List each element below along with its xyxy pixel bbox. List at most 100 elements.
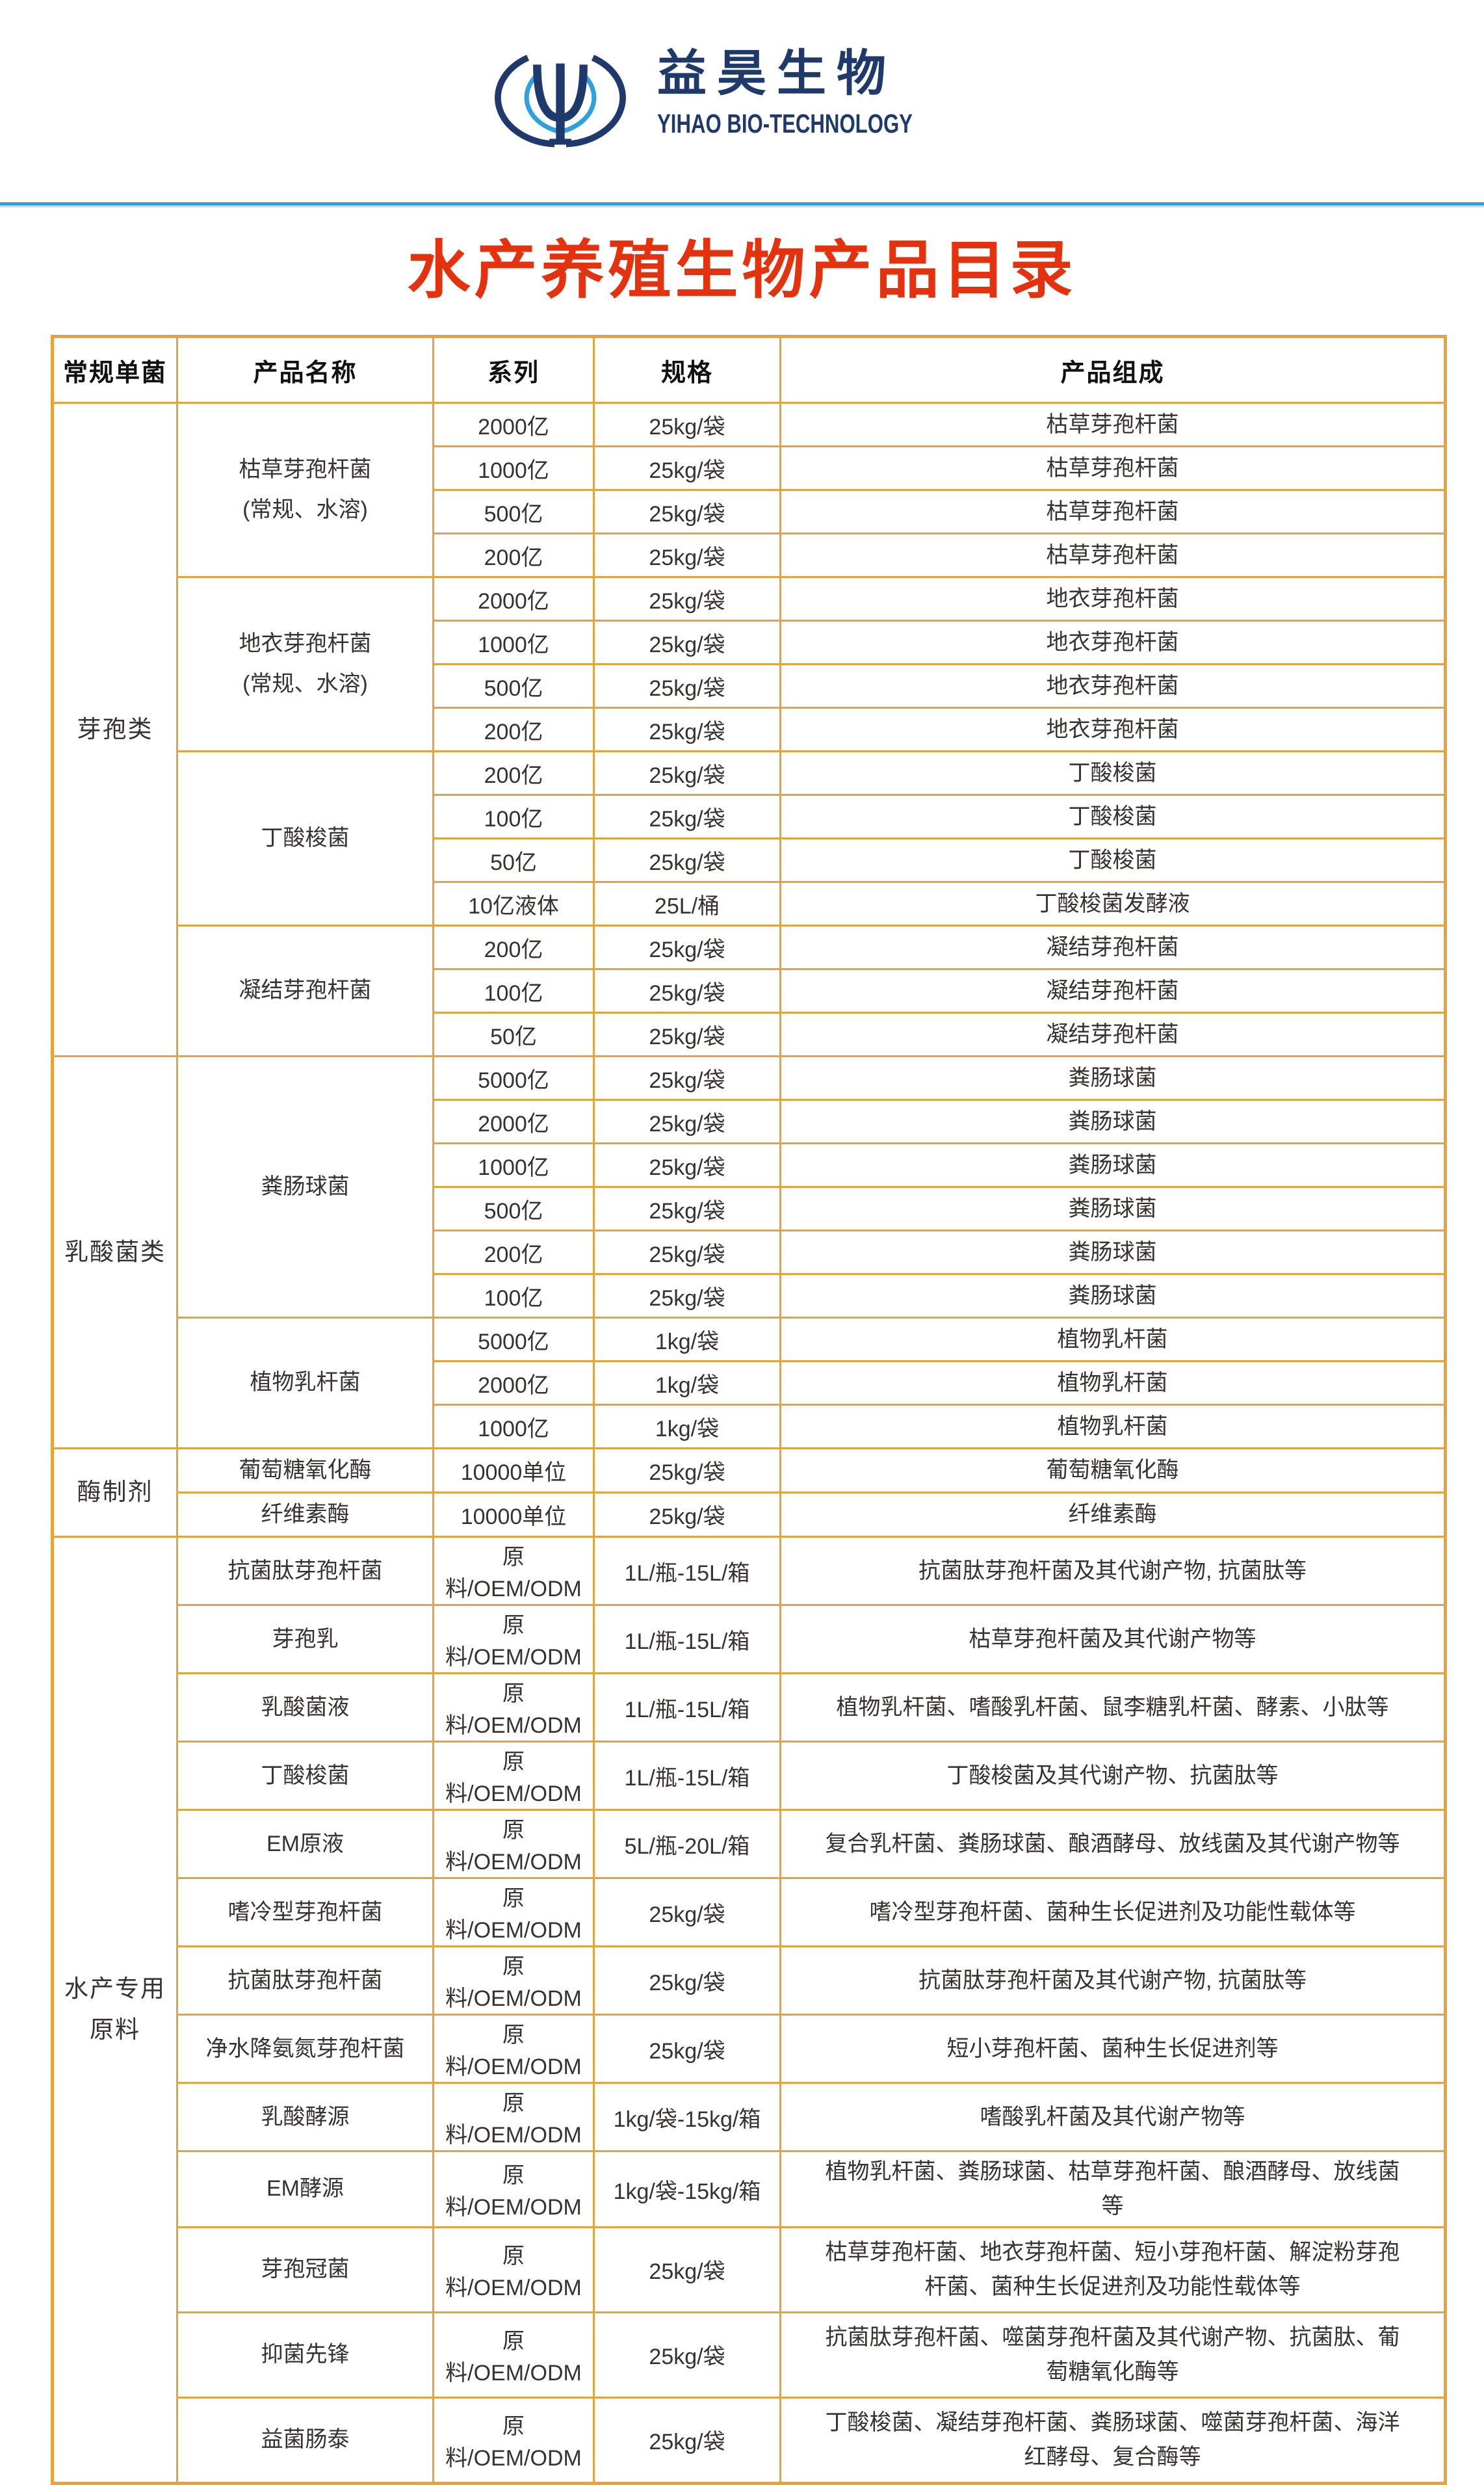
composition-cell: 植物乳杆菌 [779, 1317, 1446, 1362]
composition-cell: 枯草芽孢杆菌及其代谢产物等 [779, 1604, 1446, 1675]
table-row: 乳酸菌液 原料/OEM/ODM 1L/瓶-15L/箱 植物乳杆菌、嗜酸乳杆菌、鼠李糖乳… [53, 1672, 1446, 1743]
column-header: 常规单菌 [51, 335, 178, 404]
spec-cell: 25kg/袋 [593, 968, 781, 1014]
spec-cell: 25kg/袋 [593, 794, 781, 839]
composition-cell: 粪肠球菌 [779, 1099, 1446, 1144]
composition-cell: 植物乳杆菌 [779, 1360, 1446, 1406]
product-name-cell: 丁酸梭菌 [176, 1741, 434, 1811]
spec-cell: 1L/瓶-15L/箱 [593, 1672, 781, 1743]
product-name-cell: 抗菌肽芽孢杆菌 [176, 1945, 434, 2016]
header-row: 常规单菌 产品名称 系列 规格 产品组成 [51, 335, 1446, 404]
spec-cell: 1kg/袋-15kg/箱 [593, 2082, 781, 2153]
column-header: 产品组成 [779, 335, 1446, 404]
table-row: 水产专用 原料 抗菌肽芽孢杆菌 原料/OEM/ODM 1L/瓶-15L/箱 抗菌肽芽孢杆… [51, 1536, 1446, 2484]
spec-cell: 25kg/袋 [593, 2226, 781, 2313]
table-row: 抑菌先锋 原料/OEM/ODM 25kg/袋 抗菌肽芽孢杆菌、噬菌芽孢杆菌及其代谢产物… [53, 2311, 1446, 2399]
spec-cell: 1L/瓶-15L/箱 [593, 1741, 781, 1811]
table-row: 地衣芽孢杆菌 (常规、水溶) 2000亿 25kg/袋 地衣芽孢杆菌 [53, 576, 1446, 752]
table-row: EM原液 原料/OEM/ODM 5L/瓶-20L/箱 复合乳杆菌、粪肠球菌、酿酒酵母、… [53, 1809, 1446, 1880]
spec-cell: 25kg/袋 [593, 1877, 781, 1948]
series-cell: 1000亿 [432, 620, 595, 665]
series-cell: 100亿 [432, 1273, 595, 1319]
spec-cell: 25kg/袋 [593, 532, 781, 578]
header-divider-line [0, 202, 1484, 207]
series-cell: 200亿 [432, 750, 595, 796]
series-cell: 2000亿 [432, 1099, 595, 1144]
series-cell: 1000亿 [432, 1142, 595, 1188]
table-row: 200亿 25kg/袋 地衣芽孢杆菌 [53, 707, 1446, 752]
composition-cell: 嗜酸乳杆菌及其代谢产物等 [779, 2082, 1446, 2153]
spec-cell: 25kg/袋 [593, 402, 781, 447]
table-row: 50亿 25kg/袋 丁酸梭菌 [53, 837, 1446, 883]
series-cell: 原料/OEM/ODM [432, 1877, 595, 1948]
series-cell: 50亿 [432, 837, 595, 883]
table-row: 1000亿 25kg/袋 地衣芽孢杆菌 [53, 620, 1446, 665]
product-name-cell: 净水降氨氮芽孢杆菌 [176, 2014, 434, 2084]
spec-cell: 25kg/袋 [593, 620, 781, 665]
product-name-cell: 嗜冷型芽孢杆菌 [176, 1877, 434, 1948]
composition-cell: 短小芽孢杆菌、菌种生长促进剂等 [779, 2014, 1446, 2084]
category-cell: 乳酸菌类 [51, 1055, 178, 1449]
spec-cell: 25L/桶 [593, 881, 781, 927]
composition-cell: 嗜冷型芽孢杆菌、菌种生长促进剂及功能性载体等 [779, 1877, 1446, 1948]
series-cell: 200亿 [432, 925, 595, 970]
composition-cell: 丁酸梭菌发酵液 [779, 881, 1446, 927]
product-name-cell: 植物乳杆菌 [176, 1317, 434, 1449]
composition-cell: 粪肠球菌 [779, 1186, 1446, 1231]
series-cell: 200亿 [432, 1229, 595, 1275]
spec-cell: 25kg/袋 [593, 707, 781, 752]
composition-cell: 丁酸梭菌 [779, 837, 1446, 883]
table-row: 丁酸梭菌 200亿 25kg/袋 丁酸梭菌 [53, 750, 1446, 927]
composition-cell: 植物乳杆菌 [779, 1404, 1446, 1449]
table-row: 益菌肠泰 原料/OEM/ODM 25kg/袋 丁酸梭菌、凝结芽孢杆菌、粪肠球菌、噬菌芽… [53, 2396, 1446, 2484]
series-cell: 200亿 [432, 707, 595, 752]
spec-cell: 5L/瓶-20L/箱 [593, 1809, 781, 1880]
product-name-cell: 凝结芽孢杆菌 [176, 925, 434, 1057]
spec-cell: 25kg/袋 [593, 925, 781, 970]
spec-cell: 1kg/袋 [593, 1317, 781, 1362]
brand-header: 益昊生物 YIHAO BIO-TECHNOLOGY [0, 27, 1484, 160]
product-name-cell: 葡萄糖氧化酶 [176, 1447, 434, 1494]
composition-cell: 复合乳杆菌、粪肠球菌、酿酒酵母、放线菌及其代谢产物等 [779, 1809, 1446, 1880]
composition-cell: 粪肠球菌 [779, 1229, 1446, 1275]
spec-cell: 25kg/袋 [593, 1099, 781, 1144]
series-cell: 500亿 [432, 489, 595, 534]
composition-cell: 地衣芽孢杆菌 [779, 663, 1446, 709]
composition-cell: 丁酸梭菌及其代谢产物、抗菌肽等 [779, 1741, 1446, 1811]
composition-cell: 凝结芽孢杆菌 [779, 1012, 1446, 1057]
page-title: 水产养殖生物产品目录 [407, 233, 1077, 307]
table-row: 100亿 25kg/袋 凝结芽孢杆菌 [53, 968, 1446, 1014]
page: { "colors": { "navy": "#1e3a6d", "lightb… [0, 27, 1484, 2485]
spec-cell: 25kg/袋 [593, 489, 781, 534]
composition-cell: 枯草芽孢杆菌、地衣芽孢杆菌、短小芽孢杆菌、解淀粉芽孢杆菌、菌种生长促进剂及功能性… [779, 2226, 1446, 2313]
series-cell: 原料/OEM/ODM [432, 2150, 595, 2228]
series-cell: 原料/OEM/ODM [432, 2226, 595, 2313]
spec-cell: 25kg/袋 [593, 1186, 781, 1231]
series-cell: 原料/OEM/ODM [432, 2396, 595, 2484]
composition-cell: 纤维素酶 [779, 1492, 1446, 1538]
composition-cell: 地衣芽孢杆菌 [779, 707, 1446, 752]
series-cell: 原料/OEM/ODM [432, 1672, 595, 1743]
series-cell: 原料/OEM/ODM [432, 1945, 595, 2016]
product-name-cell: 抑菌先锋 [176, 2311, 434, 2399]
series-cell: 10000单位 [432, 1492, 595, 1538]
table-row: 芽孢乳 原料/OEM/ODM 1L/瓶-15L/箱 枯草芽孢杆菌及其代谢产物等 [53, 1604, 1446, 1675]
series-cell: 原料/OEM/ODM [432, 1809, 595, 1880]
series-cell: 1000亿 [432, 445, 595, 491]
spec-cell: 25kg/袋 [593, 1447, 781, 1494]
psi-logo-icon [491, 27, 630, 160]
table-row: 500亿 25kg/袋 地衣芽孢杆菌 [53, 663, 1446, 709]
table-row: 乳酸酵源 原料/OEM/ODM 1kg/袋-15kg/箱 嗜酸乳杆菌及其代谢产物等 [53, 2082, 1446, 2153]
composition-cell: 粪肠球菌 [779, 1055, 1446, 1101]
product-name-cell: EM原液 [176, 1809, 434, 1880]
category-cell: 水产专用 原料 [51, 1536, 178, 2484]
column-header: 产品名称 [176, 335, 434, 404]
composition-cell: 植物乳杆菌、粪肠球菌、枯草芽孢杆菌、酿酒酵母、放线菌等 [779, 2150, 1446, 2228]
table-row: 1000亿 1kg/袋 植物乳杆菌 [53, 1404, 1446, 1449]
product-name-cell: EM酵源 [176, 2150, 434, 2228]
composition-cell: 地衣芽孢杆菌 [779, 576, 1446, 622]
series-cell: 100亿 [432, 968, 595, 1014]
series-cell: 5000亿 [432, 1055, 595, 1101]
product-name-cell: 芽孢冠菌 [176, 2226, 434, 2313]
series-cell: 1000亿 [432, 1404, 595, 1449]
